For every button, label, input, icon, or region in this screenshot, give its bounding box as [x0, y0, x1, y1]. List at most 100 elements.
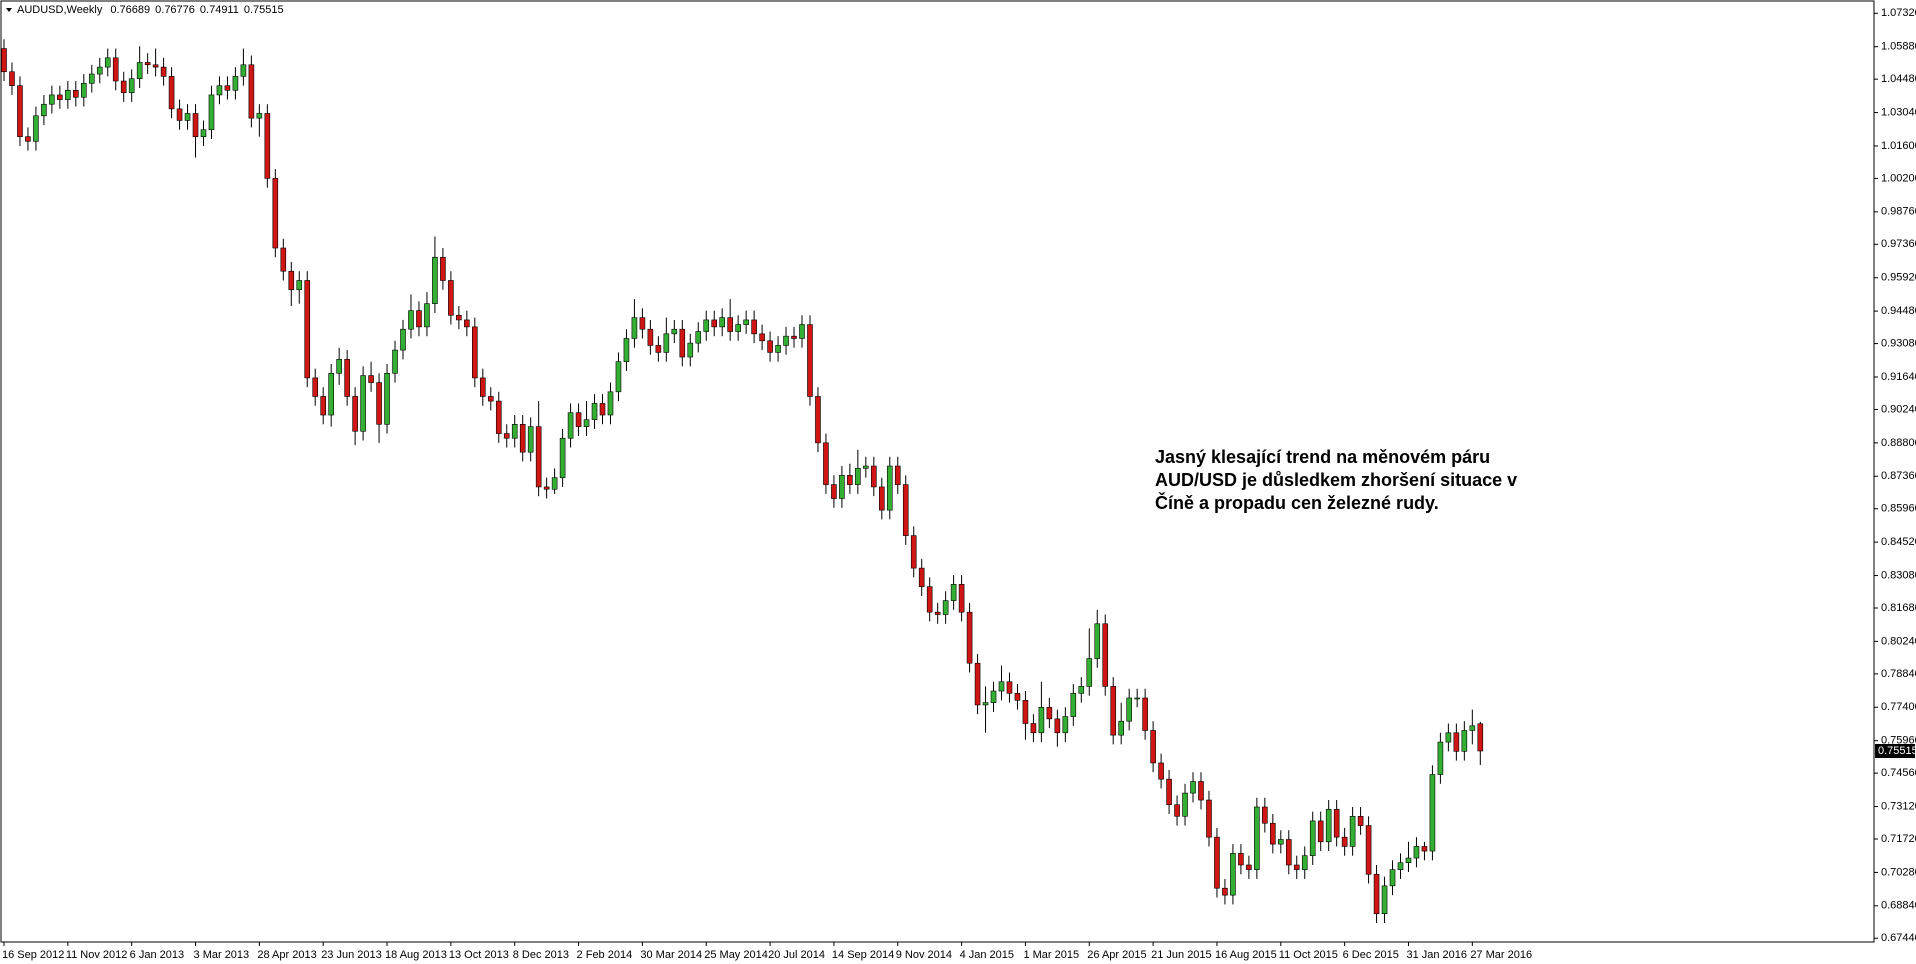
candle-body [1469, 725, 1476, 731]
candle-body [41, 103, 47, 117]
candle-body [336, 359, 342, 374]
candle-body [57, 94, 63, 100]
candle-body [823, 442, 829, 485]
chart-header: AUDUSD,Weekly 0.76689 0.76776 0.74911 0.7551… [17, 4, 284, 16]
candle-body [296, 280, 303, 291]
candle-body [687, 342, 694, 358]
candle-body [1397, 862, 1404, 870]
candle-body [695, 331, 702, 344]
candle-body [1405, 857, 1412, 863]
candle-body [958, 584, 965, 613]
candle-body [751, 319, 757, 335]
candle-body [440, 256, 446, 281]
candle-body [25, 136, 31, 142]
candle-body [1, 48, 7, 73]
x-tick-label: 27 Mar 2016 [1470, 949, 1532, 961]
candle-body [1325, 809, 1332, 843]
candle-body [136, 62, 143, 80]
candle-body [1094, 623, 1101, 659]
candle-body [926, 586, 933, 613]
candle-body [1437, 741, 1444, 775]
candle-body [192, 113, 199, 137]
candle-body [408, 310, 414, 330]
candle-body [918, 567, 925, 587]
candle-body [1333, 809, 1340, 838]
candle-body [583, 419, 590, 427]
candle-body [815, 396, 821, 444]
candle-body [487, 396, 494, 402]
x-tick-label: 21 Jun 2015 [1151, 949, 1212, 961]
candle-body [304, 280, 311, 379]
candle-body [1022, 700, 1029, 724]
candle-body [511, 423, 518, 439]
candle-body [886, 465, 893, 511]
candle-body [839, 475, 845, 499]
candle-body [1238, 853, 1244, 866]
candle-body [1365, 825, 1372, 875]
candle-body [902, 484, 909, 536]
x-tick-label: 26 Apr 2015 [1087, 949, 1146, 961]
candle-body [464, 319, 470, 328]
candle-body [288, 270, 295, 291]
candle-body [535, 426, 542, 488]
x-tick-label: 25 May 2014 [704, 949, 768, 961]
candle-body [1142, 697, 1148, 731]
candle-body [982, 702, 989, 706]
candle-body [1309, 820, 1316, 857]
candle-body [863, 465, 869, 469]
candle-body [1477, 723, 1484, 752]
candle-body [1278, 839, 1284, 845]
price-label: 0.75515 [1878, 745, 1916, 757]
candle-body [33, 115, 39, 142]
x-tick-label: 4 Jan 2015 [960, 949, 1014, 961]
candle-body [360, 375, 366, 432]
candle-body [1158, 762, 1164, 780]
candle-body [663, 333, 670, 353]
x-tick-label: 23 Jun 2013 [321, 949, 382, 961]
candle-body [647, 328, 654, 346]
candle-body [1429, 774, 1436, 852]
candle-body [368, 375, 374, 383]
candle-body [655, 345, 662, 353]
candle-body [1373, 873, 1380, 915]
candle-body [1381, 885, 1388, 915]
candle-body [1078, 686, 1085, 694]
candle-body [703, 319, 710, 332]
candle-body [49, 94, 55, 105]
candle-body [783, 335, 789, 346]
candle-body [1421, 846, 1428, 852]
candle-body [551, 477, 558, 490]
candle-body [711, 319, 718, 328]
x-tick-label: 2 Feb 2014 [577, 949, 633, 961]
x-tick-label: 1 Mar 2015 [1023, 949, 1079, 961]
candle-body [1062, 716, 1069, 734]
header-low: 0.74911 [200, 4, 239, 16]
candle-body [567, 412, 574, 439]
candle-body [1030, 723, 1037, 734]
candle-body [631, 317, 638, 339]
candle-body [208, 94, 215, 131]
candle-body [727, 317, 733, 332]
candle-body [1206, 799, 1212, 838]
candle-body [1134, 697, 1140, 700]
candle-body [81, 83, 87, 98]
x-tick-label: 11 Oct 2015 [1279, 949, 1338, 961]
candle-body [376, 382, 382, 425]
candle-body [1086, 658, 1093, 687]
candle-body [1453, 732, 1460, 752]
candle-body [96, 66, 103, 75]
candle-body [320, 396, 327, 416]
candle-body [878, 486, 885, 511]
candle-body [200, 129, 207, 137]
candle-body [248, 64, 255, 119]
candle-body [623, 338, 630, 362]
candle-body [1413, 846, 1420, 859]
candle-body [1389, 869, 1396, 887]
